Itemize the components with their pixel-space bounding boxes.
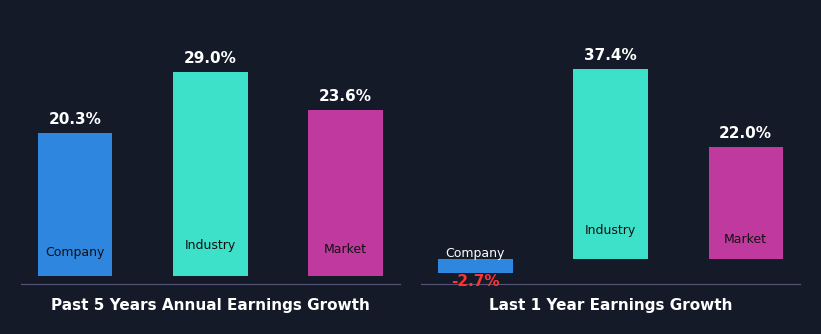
Bar xyxy=(438,260,512,273)
Bar xyxy=(38,133,112,276)
Bar xyxy=(573,68,648,260)
Text: Market: Market xyxy=(724,233,768,246)
Text: Market: Market xyxy=(324,243,367,256)
X-axis label: Past 5 Years Annual Earnings Growth: Past 5 Years Annual Earnings Growth xyxy=(51,298,370,313)
Bar xyxy=(173,72,248,276)
Text: Industry: Industry xyxy=(585,223,636,236)
Text: Industry: Industry xyxy=(185,238,236,252)
Text: 22.0%: 22.0% xyxy=(719,127,773,141)
Bar xyxy=(309,110,383,276)
Text: 23.6%: 23.6% xyxy=(319,89,372,104)
Text: 29.0%: 29.0% xyxy=(184,51,237,66)
Text: 20.3%: 20.3% xyxy=(48,112,102,127)
Text: 37.4%: 37.4% xyxy=(585,48,637,63)
Text: Company: Company xyxy=(46,246,105,259)
Bar xyxy=(709,147,783,260)
Text: Company: Company xyxy=(446,247,505,260)
Text: -2.7%: -2.7% xyxy=(451,274,500,289)
X-axis label: Last 1 Year Earnings Growth: Last 1 Year Earnings Growth xyxy=(488,298,732,313)
